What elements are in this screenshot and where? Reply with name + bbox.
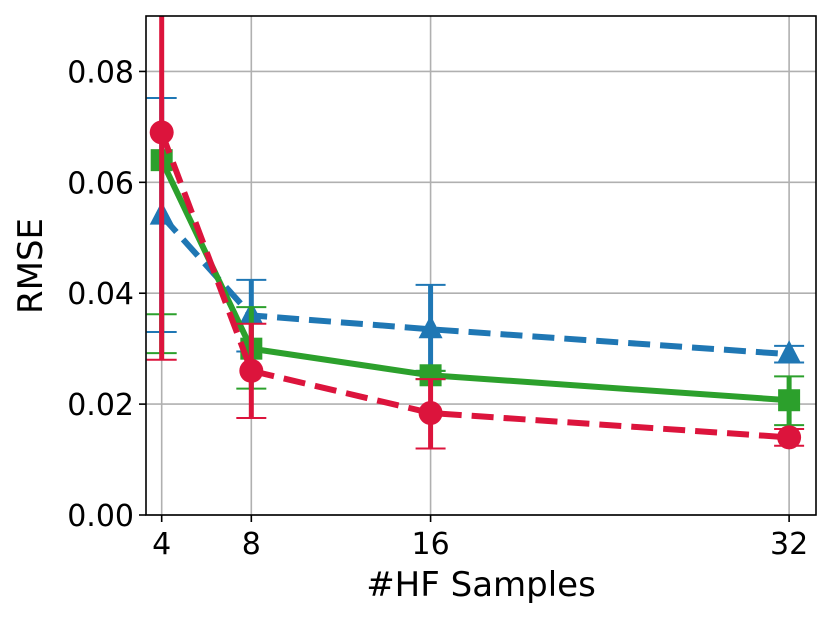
series-line [158, 131, 790, 441]
x-axis-label: #HF Samples [366, 565, 596, 605]
data-point-circle [418, 400, 443, 425]
data-point-circle [149, 120, 174, 145]
data-point-square [419, 364, 442, 387]
data-point-triangle [777, 340, 802, 364]
y-tick-label: 0.04 [67, 277, 134, 312]
tick-layer: 4 8 16 32 0.00 0.02 0.04 0.06 0.08 [67, 55, 808, 562]
grid-lines [146, 16, 816, 516]
data-point-circle [239, 358, 264, 383]
data-point-triangle [418, 315, 443, 339]
y-tick-label: 0.08 [67, 55, 134, 90]
series-circle [146, 16, 805, 450]
series-square [146, 149, 805, 427]
series-layer [146, 16, 805, 450]
series-line [159, 213, 790, 358]
y-axis-label: RMSE [11, 218, 51, 314]
y-tick-label: 0.00 [67, 499, 134, 534]
x-tick-label: 4 [152, 527, 171, 562]
x-tick-label: 8 [242, 527, 261, 562]
y-tick-label: 0.06 [67, 166, 134, 201]
data-point-circle [777, 425, 802, 450]
y-tick-label: 0.02 [67, 388, 134, 423]
x-tick-label: 16 [411, 527, 449, 562]
plot-frame [145, 15, 817, 516]
x-tick-label: 32 [770, 527, 808, 562]
data-point-square [778, 389, 801, 412]
